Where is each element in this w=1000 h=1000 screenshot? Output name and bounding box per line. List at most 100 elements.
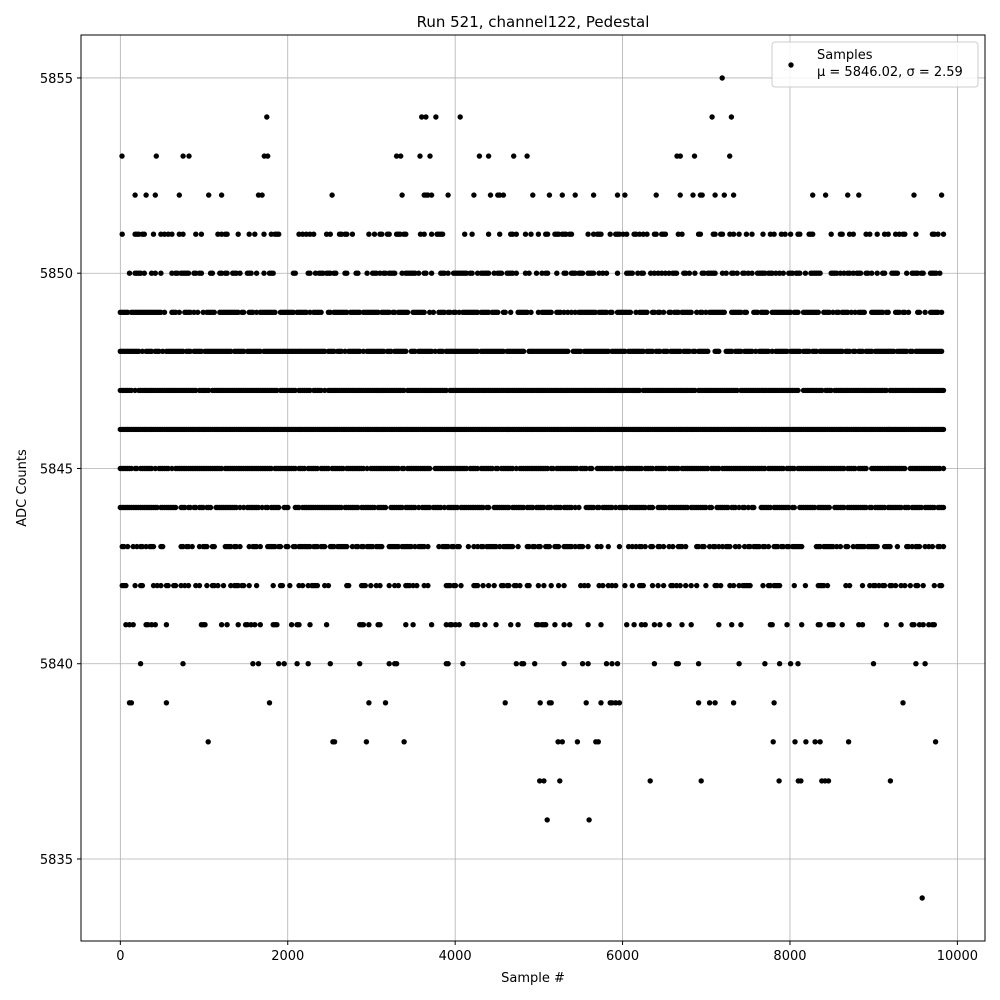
data-point — [322, 387, 328, 394]
data-point — [843, 582, 849, 589]
data-point — [178, 582, 184, 589]
data-point — [285, 504, 291, 511]
data-point — [502, 309, 508, 315]
data-point — [392, 270, 398, 276]
data-point — [841, 465, 847, 472]
data-point — [235, 582, 241, 589]
data-point — [642, 622, 648, 628]
data-point — [736, 582, 742, 589]
data-point — [909, 543, 915, 550]
data-point — [180, 231, 186, 237]
data-point — [649, 504, 656, 511]
data-point — [338, 231, 344, 237]
data-point — [285, 543, 291, 550]
data-point — [509, 543, 516, 550]
data-point — [441, 504, 448, 511]
data-point — [244, 622, 251, 628]
data-point — [277, 543, 284, 550]
data-point — [848, 309, 855, 315]
data-point — [745, 270, 751, 276]
data-point — [428, 270, 435, 276]
data-point — [246, 543, 252, 550]
data-point-outlier — [845, 739, 852, 745]
data-point — [616, 231, 623, 237]
data-point — [900, 700, 906, 706]
data-point — [583, 465, 589, 472]
data-point — [307, 387, 313, 394]
data-point — [609, 661, 615, 667]
data-point — [301, 465, 308, 472]
data-point-outlier — [153, 153, 159, 159]
data-point — [307, 309, 313, 315]
data-point — [660, 582, 667, 589]
data-point — [894, 543, 901, 550]
data-point — [506, 504, 512, 511]
data-point — [314, 465, 321, 472]
data-point — [257, 543, 263, 550]
data-point — [211, 543, 217, 550]
data-point — [371, 231, 378, 237]
data-point — [699, 192, 705, 198]
data-point — [128, 387, 135, 394]
data-point — [636, 231, 643, 237]
data-point — [568, 309, 575, 315]
data-point — [449, 622, 455, 628]
data-point — [938, 309, 945, 315]
data-point — [530, 192, 536, 198]
data-point — [760, 231, 766, 237]
data-point — [134, 465, 140, 472]
data-point — [852, 348, 858, 354]
data-point-outlier — [574, 739, 581, 745]
data-point — [874, 270, 880, 276]
y-tick-label: 5835 — [40, 853, 73, 868]
data-point — [134, 543, 140, 550]
data-point — [835, 309, 842, 315]
data-point — [561, 309, 567, 315]
data-point — [609, 465, 615, 472]
data-point — [513, 231, 519, 237]
data-point-outlier — [677, 153, 683, 159]
data-point — [196, 543, 203, 550]
data-point — [373, 582, 379, 589]
data-point — [585, 231, 591, 237]
data-point — [299, 582, 306, 589]
data-point — [392, 582, 398, 589]
data-point — [176, 231, 182, 237]
data-point — [119, 231, 125, 237]
data-point-outlier — [427, 153, 433, 159]
data-point — [443, 387, 449, 394]
data-point — [200, 309, 206, 315]
data-point — [940, 387, 947, 394]
data-point — [859, 582, 866, 589]
data-point — [508, 622, 514, 628]
data-point — [445, 270, 451, 276]
data-point — [822, 192, 829, 198]
data-point — [894, 270, 901, 276]
data-point — [169, 231, 175, 237]
data-point — [506, 582, 512, 589]
data-point — [876, 582, 882, 589]
data-point — [276, 504, 282, 511]
data-point — [139, 543, 146, 550]
data-point — [443, 622, 449, 628]
data-point — [327, 661, 333, 667]
data-point — [852, 309, 858, 315]
data-point — [662, 504, 669, 511]
data-point — [670, 543, 676, 550]
data-point — [885, 309, 891, 315]
data-point — [605, 582, 611, 589]
data-point — [305, 661, 311, 667]
x-tick-label: 4000 — [439, 949, 472, 964]
data-point — [412, 270, 418, 276]
data-point — [261, 270, 267, 276]
data-point — [382, 700, 389, 706]
data-point — [905, 543, 912, 550]
data-point — [869, 270, 875, 276]
data-point — [241, 309, 247, 315]
data-point — [810, 192, 816, 198]
data-point — [546, 192, 553, 198]
data-point — [412, 543, 418, 550]
data-point — [940, 504, 947, 511]
data-point — [292, 543, 298, 550]
data-point — [509, 270, 516, 276]
